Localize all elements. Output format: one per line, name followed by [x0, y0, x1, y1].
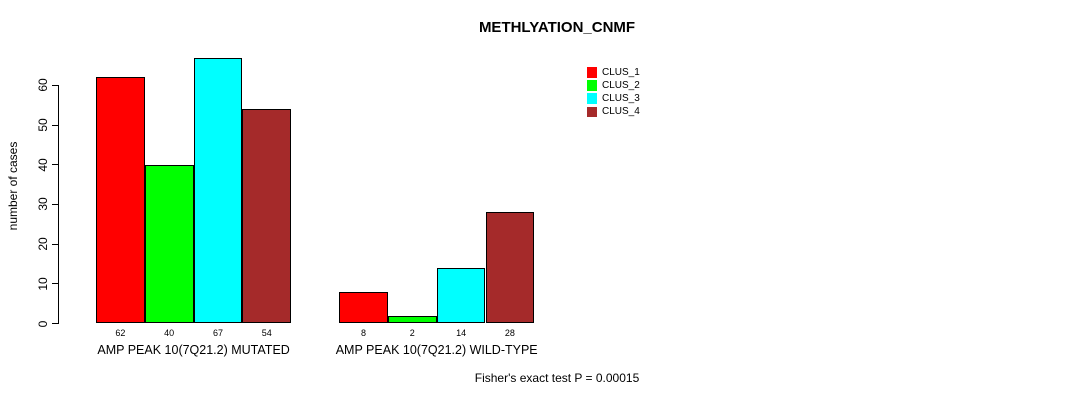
- chart-title: METHLYATION_CNMF: [478, 19, 636, 36]
- y-axis-label: number of cases: [6, 141, 20, 231]
- legend-label: CLUS_1: [602, 66, 640, 78]
- legend-item-clus_3: CLUS_3: [586, 93, 640, 105]
- bar-clus_4-group1: [242, 109, 292, 324]
- y-axis-tick-label: 0: [36, 320, 50, 327]
- y-axis-tick-label: 40: [36, 158, 50, 172]
- y-axis-tick-label: 60: [36, 78, 50, 93]
- legend-label: CLUS_4: [602, 106, 640, 118]
- y-axis-tick: [52, 124, 58, 126]
- bar-clus_2-group2: [387, 315, 437, 324]
- bar-value-label: 28: [504, 328, 515, 338]
- bar-clus_3-group2: [436, 267, 486, 324]
- group-label: AMP PEAK 10(7Q21.2) MUTATED: [97, 342, 290, 357]
- legend-label: CLUS_2: [602, 79, 640, 91]
- y-axis-tick-label: 10: [36, 277, 50, 291]
- y-axis-tick-label: 50: [36, 118, 50, 132]
- bar-clus_1-group1: [96, 77, 145, 324]
- bar-value-label: 67: [212, 328, 224, 338]
- bar-clus_4-group2: [485, 212, 535, 324]
- bar-clus_2-group1: [144, 164, 194, 324]
- y-axis-tick-label: 30: [36, 197, 50, 212]
- legend-item-clus_2: CLUS_2: [586, 79, 640, 91]
- legend-label: CLUS_3: [602, 93, 640, 105]
- bar-value-label: 8: [360, 328, 367, 338]
- y-axis-tick: [52, 84, 58, 86]
- legend-swatch-icon: [586, 106, 597, 118]
- y-axis-tick: [52, 323, 58, 324]
- bar-clus_3-group1: [193, 57, 243, 324]
- group-label: AMP PEAK 10(7Q21.2) WILD-TYPE: [335, 342, 538, 357]
- y-axis-tick: [52, 203, 58, 205]
- bar-value-label: 14: [456, 328, 467, 338]
- y-axis-tick-label: 20: [36, 237, 50, 251]
- legend-swatch-icon: [586, 93, 597, 104]
- legend-item-clus_1: CLUS_1: [586, 66, 640, 78]
- bar-value-label: 2: [409, 328, 415, 338]
- y-axis-tick: [52, 283, 58, 285]
- y-axis-line: [57, 84, 59, 324]
- y-axis-tick: [52, 164, 58, 166]
- y-axis-tick: [52, 243, 58, 245]
- bar-value-label: 54: [261, 328, 272, 338]
- bar-value-label: 62: [115, 328, 126, 338]
- legend-swatch-icon: [586, 67, 597, 78]
- legend-item-clus_4: CLUS_4: [586, 106, 640, 118]
- footer-pvalue: Fisher's exact test P = 0.00015: [474, 371, 640, 385]
- legend-swatch-icon: [586, 80, 597, 91]
- bar-value-label: 40: [164, 328, 175, 338]
- bar-clus_1-group2: [339, 291, 388, 324]
